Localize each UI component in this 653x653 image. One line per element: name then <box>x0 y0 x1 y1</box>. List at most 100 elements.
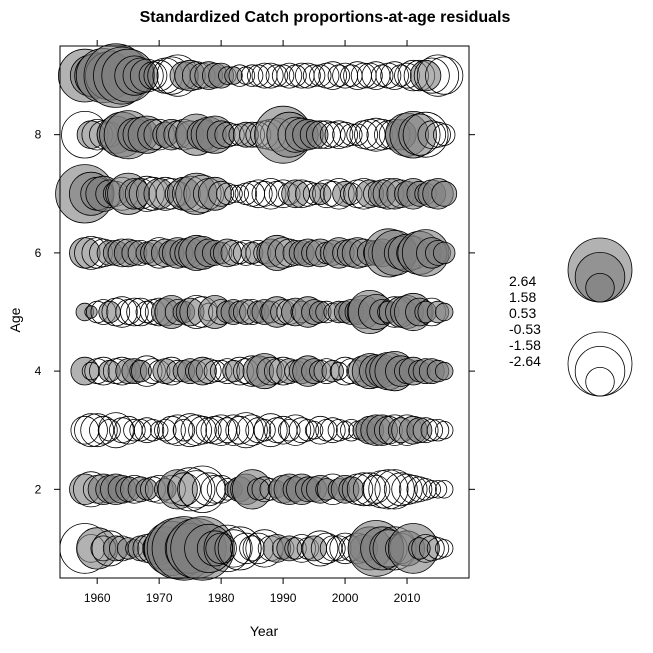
bubble-point <box>304 421 324 440</box>
bubble-point <box>428 480 448 499</box>
bubble-point <box>318 61 348 90</box>
bubble-point <box>278 419 301 442</box>
bubble-point <box>253 419 276 442</box>
bubble-point <box>236 414 268 446</box>
bubble-point <box>402 111 449 158</box>
bubble-point <box>391 473 423 506</box>
bubble-point <box>425 56 464 95</box>
bubble-point <box>122 57 159 94</box>
y-tick-label: 8 <box>35 128 42 142</box>
bubble-point <box>319 417 346 444</box>
legend: 2.641.580.53-0.53-1.58-2.64 <box>509 237 633 397</box>
bubble-point <box>197 176 232 211</box>
bubble-point <box>431 180 458 207</box>
bubble-point <box>177 470 216 509</box>
bubble-point <box>425 121 451 148</box>
legend-label: 2.64 <box>509 273 536 289</box>
bubble-point <box>332 121 359 148</box>
bubble-point <box>433 123 456 146</box>
bubble-point <box>352 472 387 507</box>
bubble-point <box>324 120 354 149</box>
bubble-point <box>327 419 351 442</box>
bubble-layer <box>55 43 464 581</box>
bubble-point <box>422 480 442 499</box>
y-tick-label: 6 <box>35 246 42 260</box>
legend-label: -1.58 <box>509 337 541 353</box>
bubble-point <box>413 57 450 94</box>
x-tick-label: 1970 <box>146 591 173 605</box>
bubble-point <box>172 419 196 442</box>
bubble-point <box>346 472 381 507</box>
bubble-point <box>188 415 217 445</box>
bubble-point <box>426 419 450 442</box>
bubble-point <box>412 417 439 444</box>
bubble-point <box>406 417 433 444</box>
bubble-point <box>418 535 445 562</box>
bubble-point <box>216 182 239 206</box>
bubble-point <box>398 474 428 504</box>
bubble-point <box>294 62 321 89</box>
bubble-point <box>208 180 235 207</box>
bubble-point <box>180 414 213 446</box>
x-tick-label: 2010 <box>394 591 421 605</box>
bubble-point <box>435 361 454 381</box>
bubble-point <box>154 419 177 442</box>
y-axis-label: Age <box>7 307 23 332</box>
bubble-point <box>251 180 278 207</box>
bubble-point <box>435 421 454 440</box>
legend-label: -0.53 <box>509 321 541 337</box>
bubble-point <box>80 413 115 448</box>
bubble-point <box>433 241 456 265</box>
bubble-point <box>321 359 344 383</box>
bubble-point <box>406 476 433 503</box>
bubble-point <box>120 297 149 327</box>
bubble-point <box>168 467 213 512</box>
x-tick-label: 1990 <box>270 591 297 605</box>
bubble-point <box>230 532 262 565</box>
bubble-point <box>302 530 339 567</box>
bubble-point <box>161 414 194 446</box>
bubble-point <box>329 361 349 381</box>
bubble-point <box>340 123 363 146</box>
bubble-point <box>276 62 303 89</box>
legend-bubble <box>567 331 633 397</box>
bubble-point <box>346 123 369 146</box>
bubble-point <box>214 417 241 444</box>
x-tick-label: 1980 <box>208 591 235 605</box>
bubble-point <box>257 62 284 89</box>
bubble-point <box>97 412 134 449</box>
bubble-point <box>166 472 201 507</box>
bubble-point <box>296 419 320 442</box>
bubble-point <box>123 419 146 442</box>
bubble-point <box>417 120 447 149</box>
plot-frame <box>59 45 470 579</box>
bubble-point <box>214 529 253 568</box>
bubble-point <box>74 413 108 448</box>
bubble-point <box>374 469 415 510</box>
bubble-point <box>435 302 454 322</box>
x-tick-label: 1960 <box>84 591 111 605</box>
y-axis: 2 4 6 8 <box>35 128 475 496</box>
bubble-point <box>253 413 288 448</box>
chart-title: Standardized Catch proportions-at-age re… <box>140 9 511 26</box>
bubble-point <box>368 469 409 510</box>
bubble-point <box>205 532 237 565</box>
bubble-point <box>288 417 315 444</box>
bubble-point <box>133 417 160 444</box>
x-axis: 1960 1970 1980 1990 2000 2010 <box>84 40 421 605</box>
bubble-point <box>173 413 208 448</box>
bubble-point <box>245 417 272 444</box>
bubble-point <box>414 478 437 501</box>
bubble-point <box>279 414 312 446</box>
bubble-point <box>435 539 454 558</box>
bubble-point <box>380 61 409 90</box>
bubble-point <box>305 415 335 445</box>
legend-label: -2.64 <box>509 353 541 369</box>
bubble-point <box>195 358 222 385</box>
bubble-point <box>106 296 138 328</box>
bubble-point <box>416 54 460 97</box>
x-axis-label: Year <box>250 623 279 639</box>
bubble-point <box>243 179 273 209</box>
bubble-point <box>265 64 289 87</box>
